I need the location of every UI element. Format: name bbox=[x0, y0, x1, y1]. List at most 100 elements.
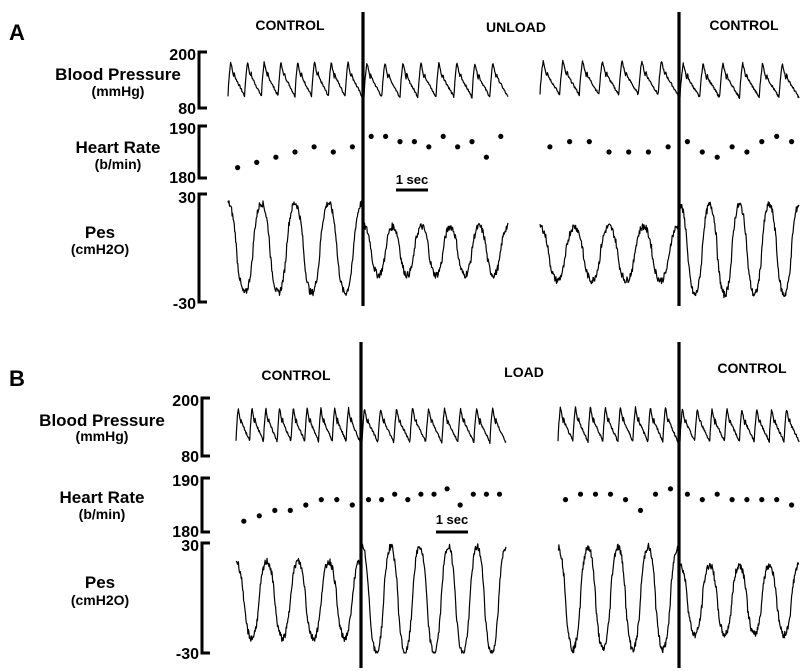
panel-b-hr-point bbox=[789, 502, 795, 508]
panel-a-hr-bracket bbox=[197, 124, 207, 180]
panel-a-bp-tick-top: 200 bbox=[169, 47, 196, 64]
panel-a-hr-points bbox=[235, 133, 795, 171]
panel-b-pes-unit: (cmH2O) bbox=[71, 592, 129, 608]
panel-a-hr-point bbox=[714, 154, 720, 160]
panel-a-bp-bracket bbox=[197, 50, 207, 110]
panel-b-hr-point bbox=[684, 491, 691, 497]
panel-a-pes-bracket bbox=[197, 192, 207, 304]
panel-b-hr-point bbox=[592, 491, 599, 497]
panel-b-hr-point bbox=[562, 497, 569, 503]
panel-b-hr-point bbox=[714, 491, 720, 497]
panel-b-hr-point bbox=[444, 486, 450, 492]
panel-a-pes-trace-3 bbox=[539, 223, 679, 285]
panel-b-bp-label: Blood Pressure bbox=[39, 411, 165, 430]
panel-b-hr-tick-bottom: 180 bbox=[172, 524, 199, 541]
panel-a-pes-trace-4 bbox=[679, 201, 800, 299]
panel-b-hr-bracket bbox=[200, 476, 210, 534]
panel-a-hr-point bbox=[397, 139, 403, 145]
panel-b-hr-point bbox=[287, 507, 293, 513]
panel-b-hr-point bbox=[699, 497, 705, 503]
panel-b-hr-point bbox=[334, 497, 340, 503]
panel-b-pes-trace-2 bbox=[361, 543, 507, 654]
panel-a-hr-point bbox=[498, 133, 504, 139]
panel-b: B CONTROL LOAD CONTROL Blood Pressure (m… bbox=[9, 342, 800, 668]
panel-a-hr-point bbox=[606, 149, 612, 155]
panel-b-pes-trace-3 bbox=[557, 542, 679, 654]
panel-b-hr-point bbox=[318, 497, 324, 503]
panel-b-pes-bracket bbox=[200, 541, 210, 655]
panel-b-hr-point bbox=[667, 486, 674, 492]
panel-b-pes-trace-4 bbox=[679, 562, 800, 639]
panel-a-bp-label: Blood Pressure bbox=[55, 65, 181, 84]
panel-a-hr-point bbox=[547, 144, 553, 150]
panel-b-pes-label: Pes bbox=[85, 573, 115, 592]
panel-a-hr-point bbox=[774, 133, 780, 139]
panel-b-pes-traces bbox=[235, 542, 800, 654]
panel-b-bp-trace-1 bbox=[235, 406, 361, 443]
panel-a: A CONTROL UNLOAD CONTROL Blood Pressure … bbox=[9, 12, 800, 313]
panel-b-bp-tick-bottom: 80 bbox=[181, 449, 199, 466]
panel-b-hr-point bbox=[637, 507, 644, 513]
panel-b-bp-unit: (mmHg) bbox=[76, 428, 129, 444]
panel-a-hr-point bbox=[789, 139, 795, 145]
panel-b-scale-label: 1 sec bbox=[436, 512, 469, 527]
panel-a-pes-traces bbox=[227, 199, 800, 299]
panel-a-hr-point bbox=[254, 159, 260, 165]
panel-a-hr-point bbox=[383, 133, 389, 139]
panel-a-hr-point bbox=[426, 144, 432, 150]
panel-a-label: A bbox=[9, 20, 25, 45]
panel-a-hr-point bbox=[292, 149, 298, 155]
panel-b-hr-point bbox=[470, 491, 476, 497]
panel-a-condition-3: CONTROL bbox=[709, 17, 779, 33]
panel-b-hr-label: Heart Rate bbox=[59, 488, 144, 507]
panel-b-hr-point bbox=[392, 491, 398, 497]
panel-b-hr-point bbox=[457, 502, 463, 508]
panel-b-hr-point bbox=[256, 513, 262, 519]
panel-b-hr-point bbox=[379, 497, 385, 503]
panel-a-hr-point bbox=[744, 149, 750, 155]
panel-a-hr-point bbox=[235, 165, 241, 171]
panel-b-bp-tick-top: 200 bbox=[172, 393, 199, 410]
panel-b-hr-unit: (b/min) bbox=[79, 506, 126, 522]
panel-b-hr-point bbox=[405, 497, 411, 503]
panel-a-bp-tick-bottom: 80 bbox=[178, 101, 196, 118]
panel-b-bp-bracket bbox=[200, 396, 210, 458]
panel-b-hr-point bbox=[349, 502, 355, 508]
panel-a-hr-point bbox=[626, 149, 632, 155]
panel-b-label: B bbox=[9, 366, 25, 391]
panel-a-bp-trace-3 bbox=[539, 59, 679, 97]
panel-b-hr-point bbox=[744, 497, 750, 503]
panel-b-bp-trace-2 bbox=[361, 407, 507, 445]
panel-a-hr-label: Heart Rate bbox=[75, 138, 160, 157]
panel-a-hr-point bbox=[699, 149, 705, 155]
panel-a-pes-unit: (cmH2O) bbox=[71, 241, 129, 257]
panel-b-pes-trace-1 bbox=[235, 557, 361, 642]
panel-b-condition-3: CONTROL bbox=[717, 360, 787, 376]
panel-b-hr-point bbox=[241, 518, 247, 524]
panel-b-pes-tick-top: 30 bbox=[181, 538, 199, 555]
panel-b-hr-point bbox=[577, 491, 584, 497]
panel-b-hr-points bbox=[241, 486, 795, 524]
panel-a-condition-2: UNLOAD bbox=[486, 19, 546, 35]
panel-a-scale-label: 1 sec bbox=[396, 172, 429, 187]
panel-b-bp-traces bbox=[235, 406, 800, 445]
panel-b-hr-tick-top: 190 bbox=[172, 473, 199, 490]
panel-a-hr-point bbox=[665, 144, 671, 150]
panel-b-hr-point bbox=[272, 507, 278, 513]
panel-a-hr-point bbox=[311, 144, 317, 150]
panel-a-hr-unit: (b/min) bbox=[95, 156, 142, 172]
panel-a-pes-tick-bottom: -30 bbox=[173, 296, 196, 313]
panel-a-hr-point bbox=[684, 139, 691, 145]
panel-a-hr-point bbox=[469, 139, 475, 145]
panel-a-bp-unit: (mmHg) bbox=[92, 83, 145, 99]
panel-b-hr-point bbox=[483, 491, 489, 497]
panel-a-hr-point bbox=[411, 139, 417, 145]
panel-b-hr-point bbox=[774, 497, 780, 503]
panel-a-hr-point bbox=[455, 144, 461, 150]
panel-a-hr-point bbox=[567, 139, 573, 145]
panel-a-bp-traces bbox=[227, 59, 800, 99]
panel-a-pes-tick-top: 30 bbox=[178, 190, 196, 207]
panel-a-condition-1: CONTROL bbox=[255, 17, 325, 33]
panel-b-condition-1: CONTROL bbox=[261, 367, 331, 383]
